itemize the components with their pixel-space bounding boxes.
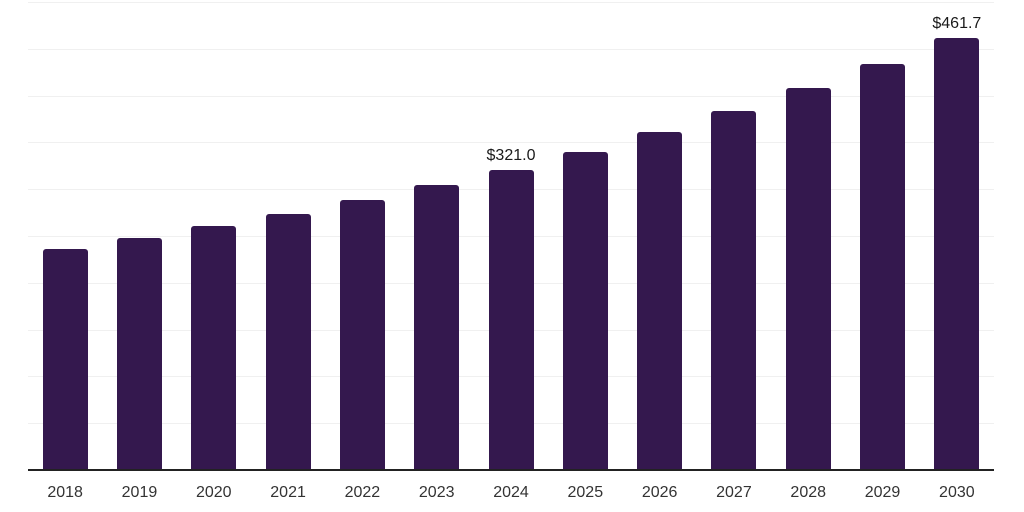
bar-2030 (934, 37, 980, 470)
bar-2019 (116, 237, 162, 470)
data-label-2030: $461.7 (932, 14, 982, 32)
x-tick-label-2020: 2020 (195, 484, 232, 501)
x-axis-line (28, 469, 994, 471)
gridline (28, 95, 994, 97)
x-tick-label-2018: 2018 (47, 484, 83, 501)
data-label-2024: $321.0 (486, 146, 536, 164)
x-axis-labels: 2018 2019 2020 2021 2022 2023 2024 2025 2026 2027… (28, 484, 994, 506)
plot-area: $321.0 $461.7 (28, 2, 994, 471)
bar-2022 (339, 200, 385, 470)
bar-2021 (265, 214, 311, 470)
x-tick-label-2027: 2027 (716, 484, 752, 501)
bar-2028 (785, 88, 831, 470)
bar-2018 (42, 248, 88, 470)
x-tick-label-2019: 2019 (121, 484, 158, 501)
bar-2020 (191, 226, 237, 470)
x-tick-label-2023: 2023 (418, 484, 455, 501)
bar-2025 (562, 151, 608, 470)
gridline (28, 2, 994, 3)
x-tick-label-2029: 2029 (864, 484, 901, 501)
bar-2023 (414, 184, 460, 470)
x-tick-label-2025: 2025 (567, 484, 604, 501)
x-tick-label-2026: 2026 (641, 484, 678, 501)
gridline (28, 142, 994, 144)
bar-2024 (488, 169, 534, 470)
x-tick-label-2030: 2030 (939, 484, 975, 501)
x-tick-label-2024: 2024 (493, 484, 529, 501)
x-tick-label-2021: 2021 (270, 484, 306, 501)
bar-2026 (637, 132, 683, 470)
bar-2029 (860, 63, 906, 470)
x-tick-label-2022: 2022 (344, 484, 381, 501)
bar-2027 (711, 110, 757, 470)
x-tick-label-2028: 2028 (790, 484, 827, 501)
gridline (28, 48, 994, 50)
